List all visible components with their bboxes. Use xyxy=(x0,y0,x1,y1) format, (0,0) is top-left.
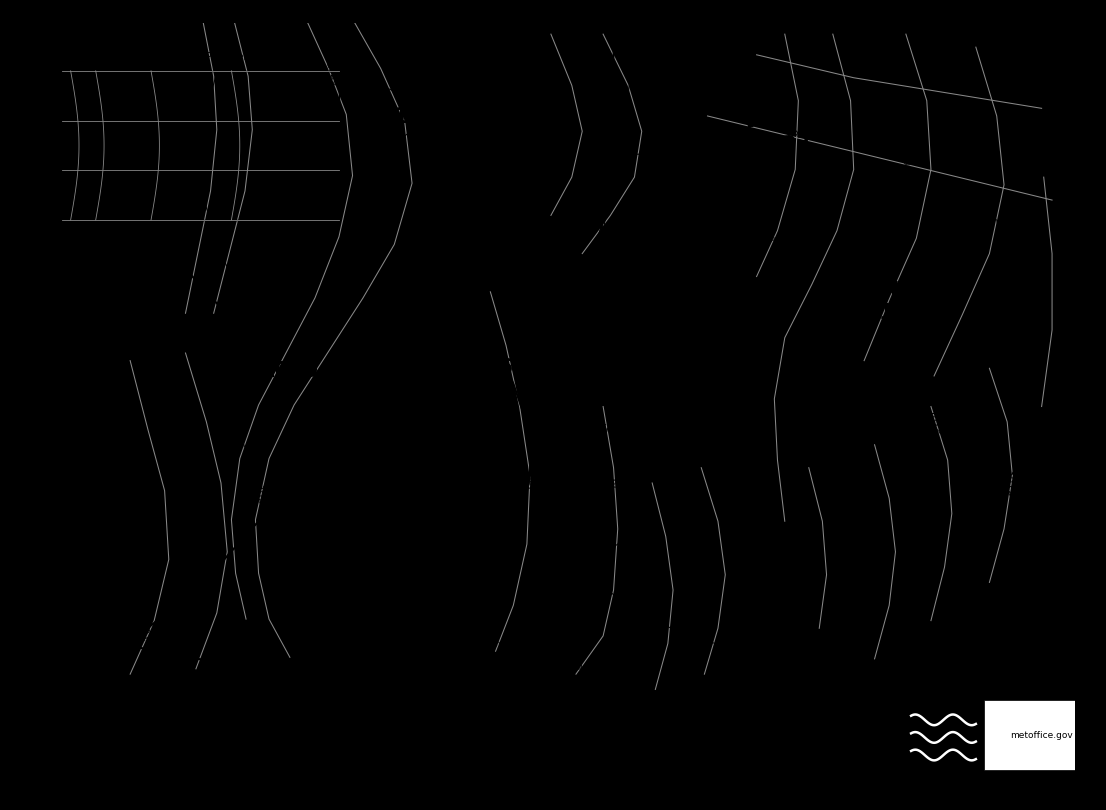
Text: 1008: 1008 xyxy=(627,584,640,612)
Text: 20: 20 xyxy=(481,628,495,644)
Text: 1010: 1010 xyxy=(261,360,319,381)
Text: 1016: 1016 xyxy=(814,355,828,382)
Text: 1024: 1024 xyxy=(761,217,775,245)
Text: 1028: 1028 xyxy=(334,664,392,684)
Text: 40: 40 xyxy=(304,684,317,694)
Text: 15: 15 xyxy=(121,38,133,48)
Text: 1001: 1001 xyxy=(772,664,830,684)
Text: 1012: 1012 xyxy=(74,645,88,673)
Text: 1016: 1016 xyxy=(992,217,1008,245)
Text: L: L xyxy=(72,659,91,688)
Text: 1008: 1008 xyxy=(501,498,517,526)
Text: 1016: 1016 xyxy=(262,480,276,508)
Text: 16: 16 xyxy=(594,424,607,434)
Text: 1006: 1006 xyxy=(60,677,86,687)
Text: in kt for 4.0 hPa intervals: in kt for 4.0 hPa intervals xyxy=(131,52,271,62)
Text: 1012: 1012 xyxy=(825,446,841,474)
Text: H: H xyxy=(744,104,770,133)
Text: 10: 10 xyxy=(638,378,651,389)
Text: 1012: 1012 xyxy=(566,577,580,603)
Text: ×: × xyxy=(911,299,921,312)
Text: 1024: 1024 xyxy=(591,83,605,112)
Text: 1020: 1020 xyxy=(323,61,341,89)
Text: 1020: 1020 xyxy=(251,484,265,512)
Text: 1016: 1016 xyxy=(924,410,938,437)
Text: 1020: 1020 xyxy=(958,486,972,514)
Bar xyxy=(906,700,981,770)
Text: 1027: 1027 xyxy=(753,135,812,155)
Text: 1005: 1005 xyxy=(73,689,131,710)
Text: 1017: 1017 xyxy=(671,227,729,247)
Text: 1024: 1024 xyxy=(780,290,794,318)
Text: L: L xyxy=(447,335,467,364)
Text: 60: 60 xyxy=(441,453,452,467)
Text: 50: 50 xyxy=(126,637,140,650)
Text: ×: × xyxy=(352,622,362,635)
Text: 1016: 1016 xyxy=(161,662,188,671)
Text: 997: 997 xyxy=(659,458,703,478)
Bar xyxy=(984,700,1099,770)
Text: 1004: 1004 xyxy=(637,553,650,581)
Text: 1016: 1016 xyxy=(556,531,568,558)
Text: 1016: 1016 xyxy=(410,287,437,312)
Text: 1024: 1024 xyxy=(272,558,286,586)
Text: 80: 80 xyxy=(64,234,76,244)
Text: 1000: 1000 xyxy=(646,515,659,543)
Text: 1020: 1020 xyxy=(219,622,236,650)
Text: 10: 10 xyxy=(218,234,230,244)
Text: 1008: 1008 xyxy=(1013,561,1027,589)
Text: 50N: 50N xyxy=(38,165,58,175)
Text: L: L xyxy=(757,643,775,671)
Text: ×: × xyxy=(812,691,823,704)
Text: L: L xyxy=(645,423,664,452)
Text: 1024: 1024 xyxy=(907,102,922,130)
Text: 1020: 1020 xyxy=(896,140,911,168)
Text: 1020: 1020 xyxy=(225,662,251,671)
Text: 1020: 1020 xyxy=(409,210,432,237)
Text: 1016: 1016 xyxy=(982,416,997,443)
Text: 60N: 60N xyxy=(38,116,58,126)
Text: 1024: 1024 xyxy=(353,119,371,147)
Text: 40: 40 xyxy=(75,38,87,48)
Text: 30: 30 xyxy=(356,684,369,694)
Text: 1012: 1012 xyxy=(458,337,486,358)
Text: 50: 50 xyxy=(482,468,494,483)
Text: ×: × xyxy=(474,385,486,398)
Text: 1016: 1016 xyxy=(538,599,557,627)
Text: 1012: 1012 xyxy=(1001,471,1015,498)
Text: metoffice.gov: metoffice.gov xyxy=(1010,731,1073,740)
Text: 1024: 1024 xyxy=(879,303,937,323)
Text: 40: 40 xyxy=(951,96,964,105)
Text: 10: 10 xyxy=(608,475,619,490)
Text: 1026: 1026 xyxy=(481,622,500,650)
Text: 1020: 1020 xyxy=(564,645,581,673)
Text: 1031: 1031 xyxy=(394,107,451,126)
Text: 1028: 1028 xyxy=(557,109,573,138)
Text: 1016: 1016 xyxy=(229,424,243,451)
Text: 40: 40 xyxy=(522,475,534,490)
Text: 1024: 1024 xyxy=(288,662,313,671)
Text: 1: 1 xyxy=(1036,655,1051,675)
Text: ×: × xyxy=(666,446,676,459)
Text: 70N: 70N xyxy=(38,66,58,76)
Bar xyxy=(62,70,338,220)
Text: 1024: 1024 xyxy=(326,631,352,641)
Text: L: L xyxy=(242,335,262,364)
Text: 1012: 1012 xyxy=(114,561,132,589)
Text: L: L xyxy=(665,130,676,148)
Text: 1012: 1012 xyxy=(145,355,159,382)
Text: 1016: 1016 xyxy=(135,622,152,650)
Text: 25: 25 xyxy=(116,234,129,244)
Text: 1006: 1006 xyxy=(456,358,514,378)
Text: H: H xyxy=(306,631,332,660)
Text: 40N: 40N xyxy=(38,215,58,225)
Text: H: H xyxy=(875,279,900,309)
Text: 1008: 1008 xyxy=(484,373,513,391)
Text: ×: × xyxy=(792,128,803,141)
